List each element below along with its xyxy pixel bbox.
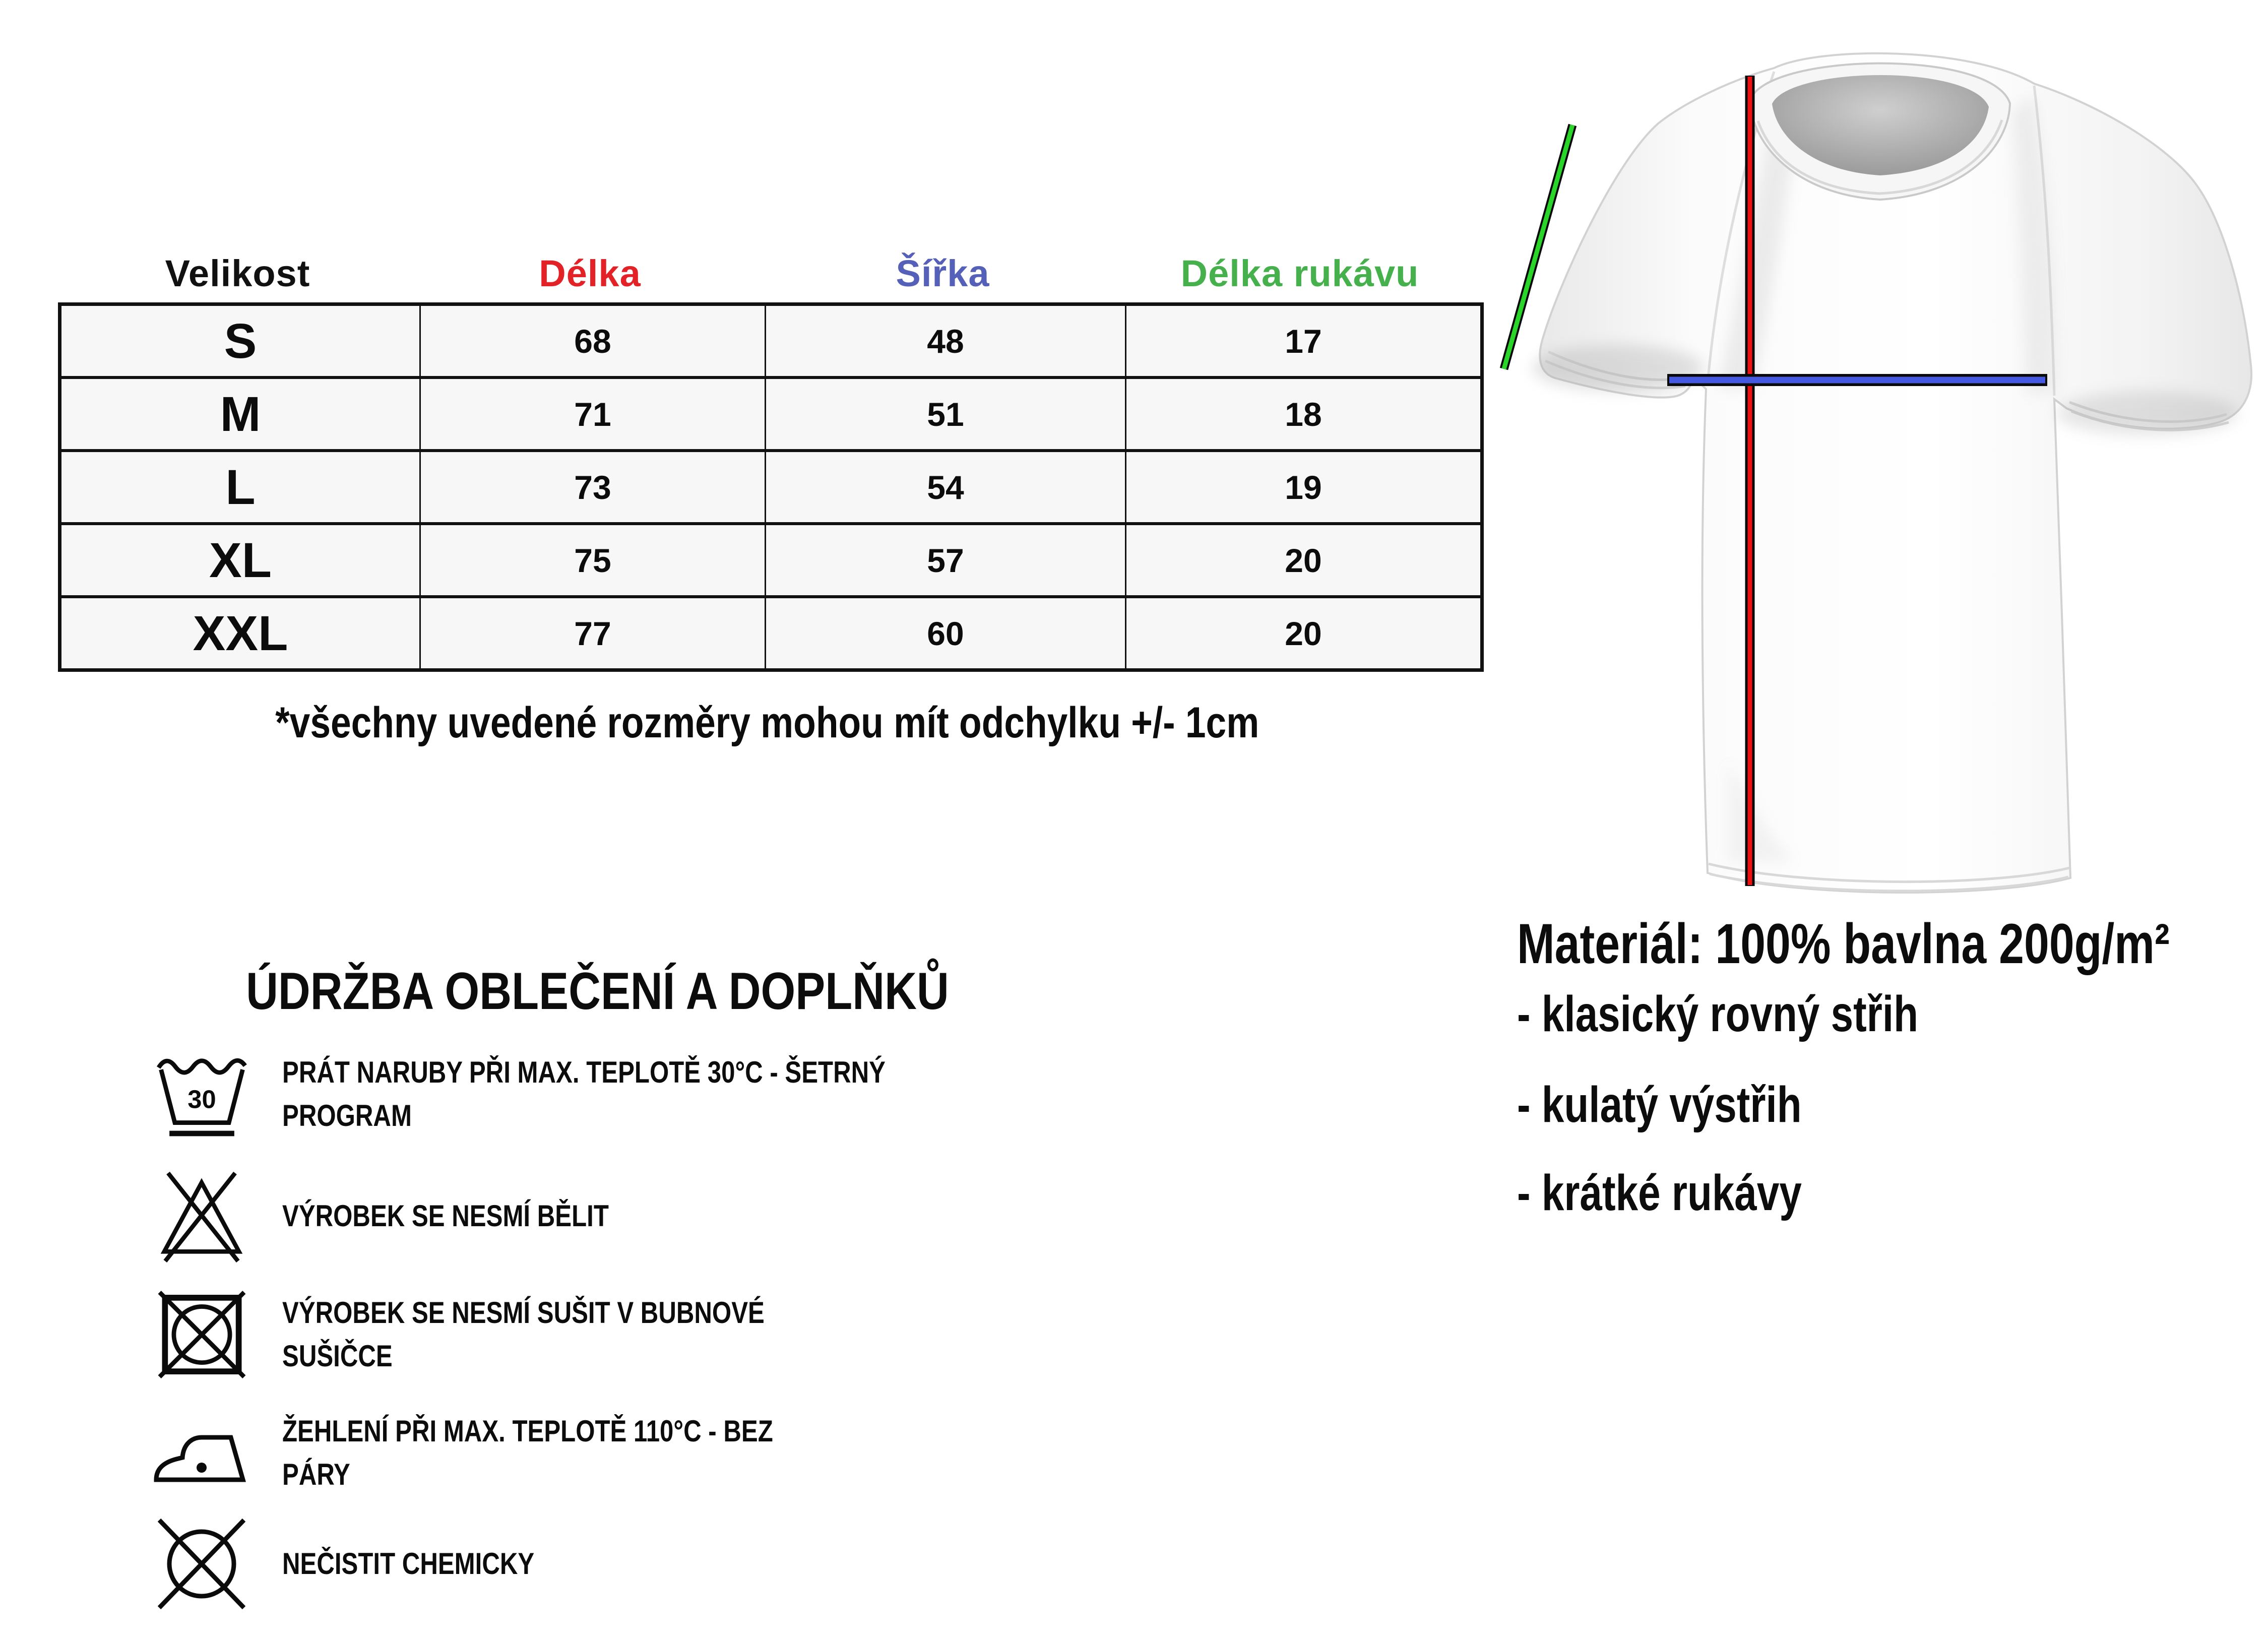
table-cell: 77 xyxy=(421,598,766,668)
table-cell: 17 xyxy=(1126,306,1480,379)
tshirt-measure-image xyxy=(1492,5,2268,907)
table-cell: 73 xyxy=(421,452,766,525)
header-velikost: Velikost xyxy=(165,252,310,294)
care-item-text: NEČISTIT CHEMICKY xyxy=(282,1546,535,1581)
size-table-header: Velikost Délka Šířka Délka rukávu xyxy=(58,248,1477,298)
tshirt-collar-opening xyxy=(1772,75,1989,175)
care-item-no-tumble-dry: VÝROBEK SE NESMÍ SUŠIT V BUBNOVÉ SUŠIČCE xyxy=(149,1283,870,1386)
feature-item: - klasický rovný střih xyxy=(1517,986,1918,1042)
header-sirka: Šířka xyxy=(896,252,990,294)
table-cell: 54 xyxy=(766,452,1126,525)
table-cell: 75 xyxy=(421,525,766,598)
care-item-iron: ŽEHLENÍ PŘI MAX. TEPLOTĚ 110°C - BEZ PÁR… xyxy=(149,1411,881,1494)
no-tumble-dry-icon xyxy=(149,1284,255,1385)
table-cell-size: S xyxy=(61,306,421,379)
header-delka: Délka xyxy=(539,252,641,294)
care-item-text: PRÁT NARUBY PŘI MAX. TEPLOTĚ 30°C - ŠETR… xyxy=(282,1055,886,1132)
table-cell-size: XL xyxy=(61,525,421,598)
table-cell-size: L xyxy=(61,452,421,525)
wash-30-icon: 30 xyxy=(149,1044,255,1145)
table-cell: 20 xyxy=(1126,598,1480,668)
care-item-no-dry-clean: NEČISTIT CHEMICKY xyxy=(149,1507,590,1620)
table-cell: 68 xyxy=(421,306,766,379)
table-cell-size: M xyxy=(61,379,421,452)
material-line: Materiál: 100% bavlna 200g/m² xyxy=(1517,912,2170,975)
no-dry-clean-icon xyxy=(149,1511,255,1617)
care-section-title: ÚDRŽBA OBLEČENÍ A DOPLŇKŮ xyxy=(245,962,949,1021)
care-item-no-bleach: VÝROBEK SE NESMÍ BĚLIT xyxy=(149,1168,680,1264)
care-item-text: ŽEHLENÍ PŘI MAX. TEPLOTĚ 110°C - BEZ PÁR… xyxy=(282,1414,773,1491)
care-item-text: VÝROBEK SE NESMÍ SUŠIT V BUBNOVÉ SUŠIČCE xyxy=(282,1295,765,1373)
table-cell: 57 xyxy=(766,525,1126,598)
care-item-text: VÝROBEK SE NESMÍ BĚLIT xyxy=(282,1199,609,1233)
table-cell: 60 xyxy=(766,598,1126,668)
table-cell: 18 xyxy=(1126,379,1480,452)
table-cell: 19 xyxy=(1126,452,1480,525)
table-cell-size: XXL xyxy=(61,598,421,668)
table-cell: 20 xyxy=(1126,525,1480,598)
iron-110-icon xyxy=(149,1415,255,1491)
table-cell: 48 xyxy=(766,306,1126,379)
no-bleach-icon xyxy=(149,1166,255,1267)
care-item-wash: 30 PRÁT NARUBY PŘI MAX. TEPLOTĚ 30°C - Š… xyxy=(149,1042,1018,1146)
table-cell: 51 xyxy=(766,379,1126,452)
header-delka-rukavu: Délka rukávu xyxy=(1180,252,1419,294)
table-cell: 71 xyxy=(421,379,766,452)
tshirt-body xyxy=(1539,52,2252,894)
feature-item: - krátké rukávy xyxy=(1517,1165,1802,1221)
feature-item: - kulatý výstřih xyxy=(1517,1077,1802,1133)
sleeve-length-line xyxy=(1499,123,1577,370)
svg-text:30: 30 xyxy=(187,1085,216,1113)
size-table: S 68 48 17 M 71 51 18 L 73 54 19 XL 75 5… xyxy=(58,302,1484,672)
tolerance-note: *všechny uvedené rozměry mohou mít odchy… xyxy=(275,699,1259,747)
